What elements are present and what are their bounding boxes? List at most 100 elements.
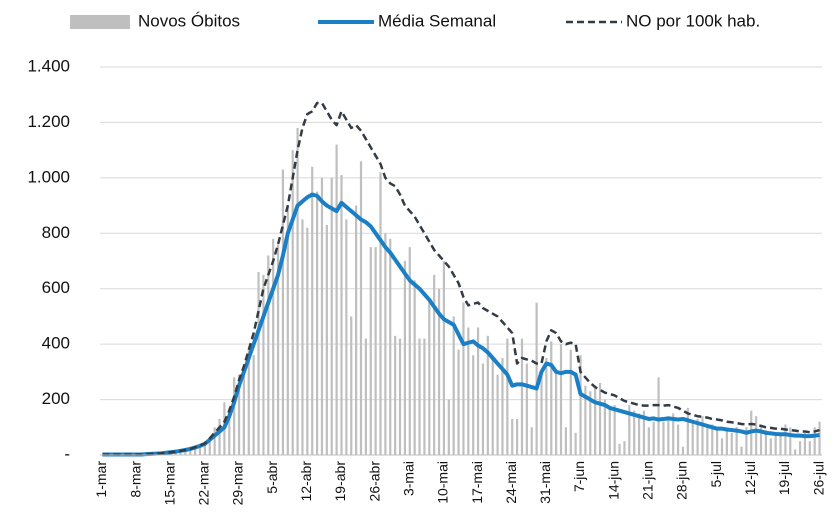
bar (267, 255, 270, 455)
bar (486, 335, 489, 455)
x-tick-label: 31-mai (537, 461, 553, 504)
bar (467, 327, 470, 455)
x-tick-label: 29-mar (230, 461, 246, 506)
y-tick-label: 800 (42, 223, 70, 242)
bar (418, 338, 421, 455)
bar (774, 432, 777, 455)
bar (315, 191, 319, 455)
bar (203, 441, 206, 455)
bar (545, 358, 548, 455)
y-tick-label: 600 (42, 278, 70, 297)
y-tick-label: 400 (42, 334, 70, 353)
bar (403, 261, 406, 455)
bar (452, 316, 455, 455)
bar (701, 416, 704, 455)
bar (662, 421, 665, 455)
bar (301, 219, 304, 455)
x-tick-label: 17-mai (469, 461, 485, 504)
line-series (102, 101, 820, 456)
legend-label: Novos Óbitos (138, 11, 240, 30)
bar (764, 430, 767, 455)
bar (389, 238, 392, 455)
bar (511, 418, 514, 455)
x-tick-label: 5-jul (708, 461, 724, 487)
bar (276, 244, 280, 455)
bar (589, 391, 592, 455)
bar (798, 441, 802, 455)
bar (794, 449, 797, 455)
bar (784, 424, 787, 455)
bar (637, 413, 641, 455)
bar (813, 427, 816, 455)
x-tick-label: 19-jul (776, 461, 792, 495)
bar (233, 377, 236, 455)
bar (667, 416, 670, 455)
bar (369, 247, 372, 455)
bar (720, 438, 724, 455)
bar (598, 382, 602, 455)
bar (247, 349, 250, 455)
bar (335, 144, 338, 455)
x-tick-label: 12-abr (298, 461, 314, 502)
bar (330, 177, 333, 455)
bar (716, 427, 719, 455)
bar (594, 385, 597, 455)
bar (696, 418, 699, 455)
y-tick-label: 200 (42, 389, 70, 408)
bar (672, 413, 675, 455)
bar (628, 405, 631, 455)
x-tick-label: 14-jun (605, 461, 621, 500)
bar (374, 247, 377, 455)
bar (584, 385, 587, 455)
bar (559, 344, 563, 455)
bar (345, 219, 348, 455)
x-tick-label: 10-mai (435, 461, 451, 504)
legend-label: NO por 100k hab. (626, 11, 760, 30)
y-tick-label: 1.000 (27, 167, 70, 186)
bar (433, 274, 436, 455)
bar (686, 407, 689, 455)
bar (462, 302, 465, 455)
bar (359, 161, 363, 455)
x-tick-label: 1-mar (93, 461, 109, 498)
bar (803, 432, 807, 455)
bar (535, 302, 538, 455)
bar (525, 363, 528, 455)
bar (320, 177, 324, 455)
bar (447, 399, 450, 455)
bar (618, 443, 621, 455)
x-tick-label: 26-abr (366, 461, 382, 502)
legend-swatch (70, 15, 130, 29)
x-tick-label: 28-jun (674, 461, 690, 500)
bar (579, 355, 582, 455)
bar (633, 410, 636, 455)
bar (242, 371, 246, 455)
x-tick-label: 7-jun (571, 461, 587, 492)
bar (769, 438, 772, 455)
bar (257, 272, 260, 455)
bar (676, 424, 680, 455)
bar (506, 338, 509, 455)
bar (472, 355, 475, 455)
bar (340, 175, 343, 456)
bar (725, 430, 728, 455)
bar (681, 446, 685, 455)
bar (296, 127, 299, 455)
bar (476, 327, 480, 455)
bar (394, 335, 397, 455)
bar (379, 172, 382, 456)
x-tick-label: 8-mar (127, 461, 143, 498)
legend-label: Média Semanal (378, 11, 496, 30)
bar (350, 316, 353, 455)
bar (281, 169, 285, 456)
bar (818, 421, 821, 455)
x-tick-label: 3-mai (400, 461, 416, 496)
bar (706, 427, 709, 455)
bar (311, 166, 314, 455)
y-tick-label: 1.200 (27, 112, 70, 131)
x-tick-label: 21-jun (640, 461, 656, 500)
bar (530, 427, 533, 455)
bar (755, 416, 758, 455)
bar (555, 371, 558, 455)
bar (384, 233, 387, 455)
